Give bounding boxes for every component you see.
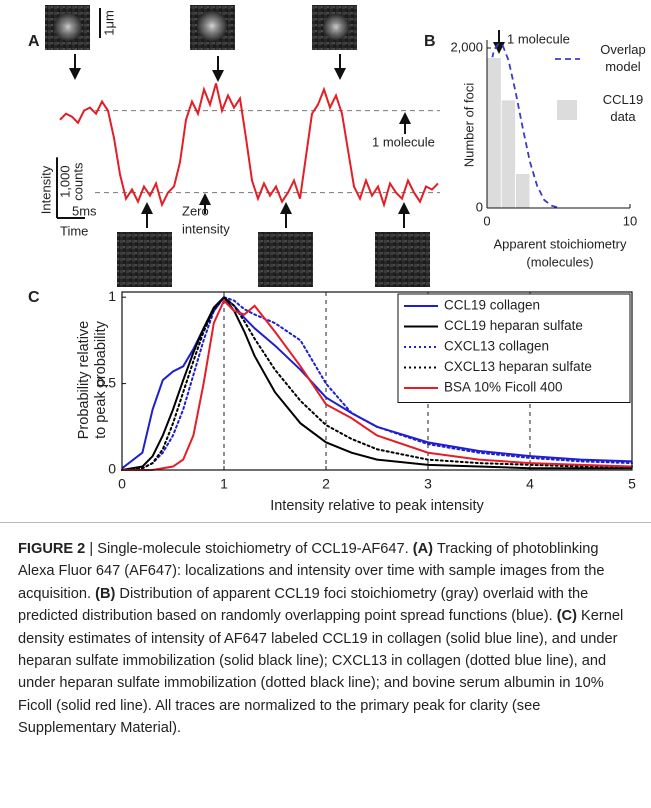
y-axis-label: Number of foci <box>461 83 476 168</box>
y-axis-label: to peak probability <box>93 320 109 438</box>
plot-frame <box>121 291 633 471</box>
x-tick-label: 10 <box>623 213 637 228</box>
caption-part-label: (C) <box>556 608 577 625</box>
x-tick-label: 1 <box>220 476 228 492</box>
panel-label: B <box>424 33 436 50</box>
legend-frame <box>397 293 631 403</box>
x-tick-label: 2 <box>322 476 330 492</box>
density-line <box>121 295 633 470</box>
caption: FIGURE 2 | Single-molecule stoichiometry… <box>18 538 634 740</box>
x-axis-label: Time <box>60 223 88 238</box>
legend-swatch <box>557 100 577 120</box>
image-spot <box>323 14 349 40</box>
caption-title: | Single-molecule stoichiometry of CCL19… <box>89 541 409 557</box>
model-line <box>488 42 559 209</box>
density-line <box>121 295 633 471</box>
scale-bar-label: counts <box>70 162 85 201</box>
legend-label: CCL19 collagen <box>444 298 540 313</box>
image <box>375 232 430 287</box>
x-tick-label: 0 <box>118 476 126 492</box>
scale-bar-label: 1μm <box>101 10 116 36</box>
x-tick-label: 5 <box>628 476 636 492</box>
legend-label: CXCL13 heparan sulfate <box>444 359 592 374</box>
annotation: 1 molecule <box>507 31 570 46</box>
scale-bar-label: 1,000 <box>57 165 72 198</box>
legend-label: Overlap model <box>600 42 646 74</box>
histogram-bar <box>500 99 516 209</box>
y-axis-label: Probability relative <box>76 321 92 439</box>
caption-part-text: Kernel density estimates of intensity of… <box>18 608 624 737</box>
legend-label: BSA 10% Ficoll 400 <box>444 380 563 395</box>
x-axis-label: Apparent stoichiometry <box>494 236 627 251</box>
divider <box>0 522 651 523</box>
x-axis-label: (molecules) <box>526 254 593 269</box>
x-tick-label: 3 <box>424 476 432 492</box>
scale-bar-label: 5ms <box>72 203 97 218</box>
caption-part-label: (A) <box>412 541 434 557</box>
caption-part-text: Tracking of photoblinking Alexa Fluor 64… <box>18 541 605 602</box>
y-tick-label: 1 <box>108 288 116 304</box>
x-axis-label: Intensity relative to peak intensity <box>270 498 484 514</box>
image <box>258 232 313 287</box>
caption-part-text: Distribution of apparent CCL19 foci stoi… <box>18 585 589 625</box>
y-tick-label: 2,000 <box>450 39 483 54</box>
legend-label: CCL19 data <box>602 92 644 124</box>
legend-label: CCL19 heparan sulfate <box>444 318 583 333</box>
image-spot <box>54 13 82 41</box>
reference-label: 1 molecule <box>372 134 435 149</box>
legend-label: CXCL13 collagen <box>444 339 549 354</box>
y-tick-label: 0.5 <box>97 374 117 390</box>
y-tick-label: 0 <box>108 461 116 477</box>
x-tick-label: 4 <box>526 476 534 492</box>
panel-label: C <box>28 289 40 306</box>
histogram-bar <box>486 57 502 209</box>
y-tick-label: 0 <box>476 199 483 214</box>
reference-label: Zero <box>182 203 209 218</box>
image <box>117 232 172 287</box>
image-spot <box>197 11 227 41</box>
arrows <box>69 30 505 228</box>
caption-part-label: (B) <box>95 585 116 602</box>
trace <box>59 83 439 209</box>
legend-label-box: Overlap model <box>600 42 646 74</box>
caption-label: FIGURE 2 <box>18 541 86 557</box>
y-axis-label: Intensity <box>38 165 53 214</box>
panel-label: A <box>28 33 40 50</box>
legend-label-box: CCL19 data <box>602 92 644 124</box>
density-line <box>121 295 632 471</box>
x-tick-label: 0 <box>483 213 490 228</box>
density-line <box>122 298 633 471</box>
thumbnails <box>45 5 430 287</box>
histogram-bar <box>515 173 531 209</box>
density-line <box>121 296 633 471</box>
reference-label: intensity <box>182 221 230 236</box>
